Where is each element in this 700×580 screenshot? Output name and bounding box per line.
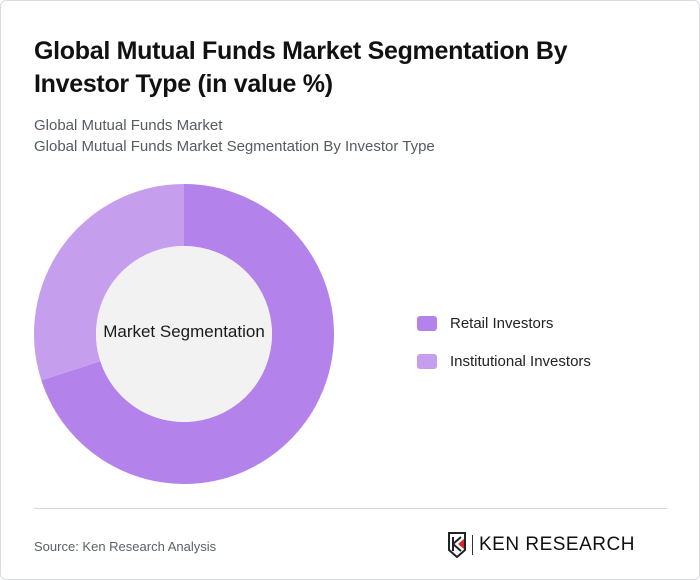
chart-subtitle: Global Mutual Funds Market Global Mutual…	[34, 115, 435, 157]
subtitle-market: Global Mutual Funds Market	[34, 117, 223, 134]
ken-research-logo: KEN RESEARCH	[447, 532, 635, 558]
legend-swatch-retail	[417, 315, 437, 331]
footer-divider	[34, 508, 667, 509]
legend-item-institutional[interactable]: Institutional Investors	[417, 342, 591, 380]
source-note: Source: Ken Research Analysis	[34, 539, 217, 554]
logo-separator	[472, 535, 473, 555]
chart-title: Global Mutual Funds Market Segmentation …	[34, 37, 568, 98]
subtitle-segmentation: Global Mutual Funds Market Segmentation …	[34, 138, 435, 155]
ken-research-logo-icon	[448, 532, 466, 558]
legend-swatch-institutional	[417, 353, 437, 369]
legend-item-retail[interactable]: Retail Investors	[417, 304, 591, 342]
donut-center-label: Market Segmentation	[103, 322, 265, 341]
legend-label: Retail Investors	[450, 314, 554, 332]
donut-slice-institutional-investors[interactable]	[34, 184, 184, 381]
donut-chart	[34, 184, 334, 484]
logo-text: KEN RESEARCH	[479, 534, 635, 555]
legend-label: Institutional Investors	[450, 352, 591, 370]
donut-hole	[96, 246, 272, 422]
chart-legend: Retail Investors Institutional Investors	[417, 304, 591, 380]
donut-slice-retail-investors[interactable]	[41, 184, 334, 484]
